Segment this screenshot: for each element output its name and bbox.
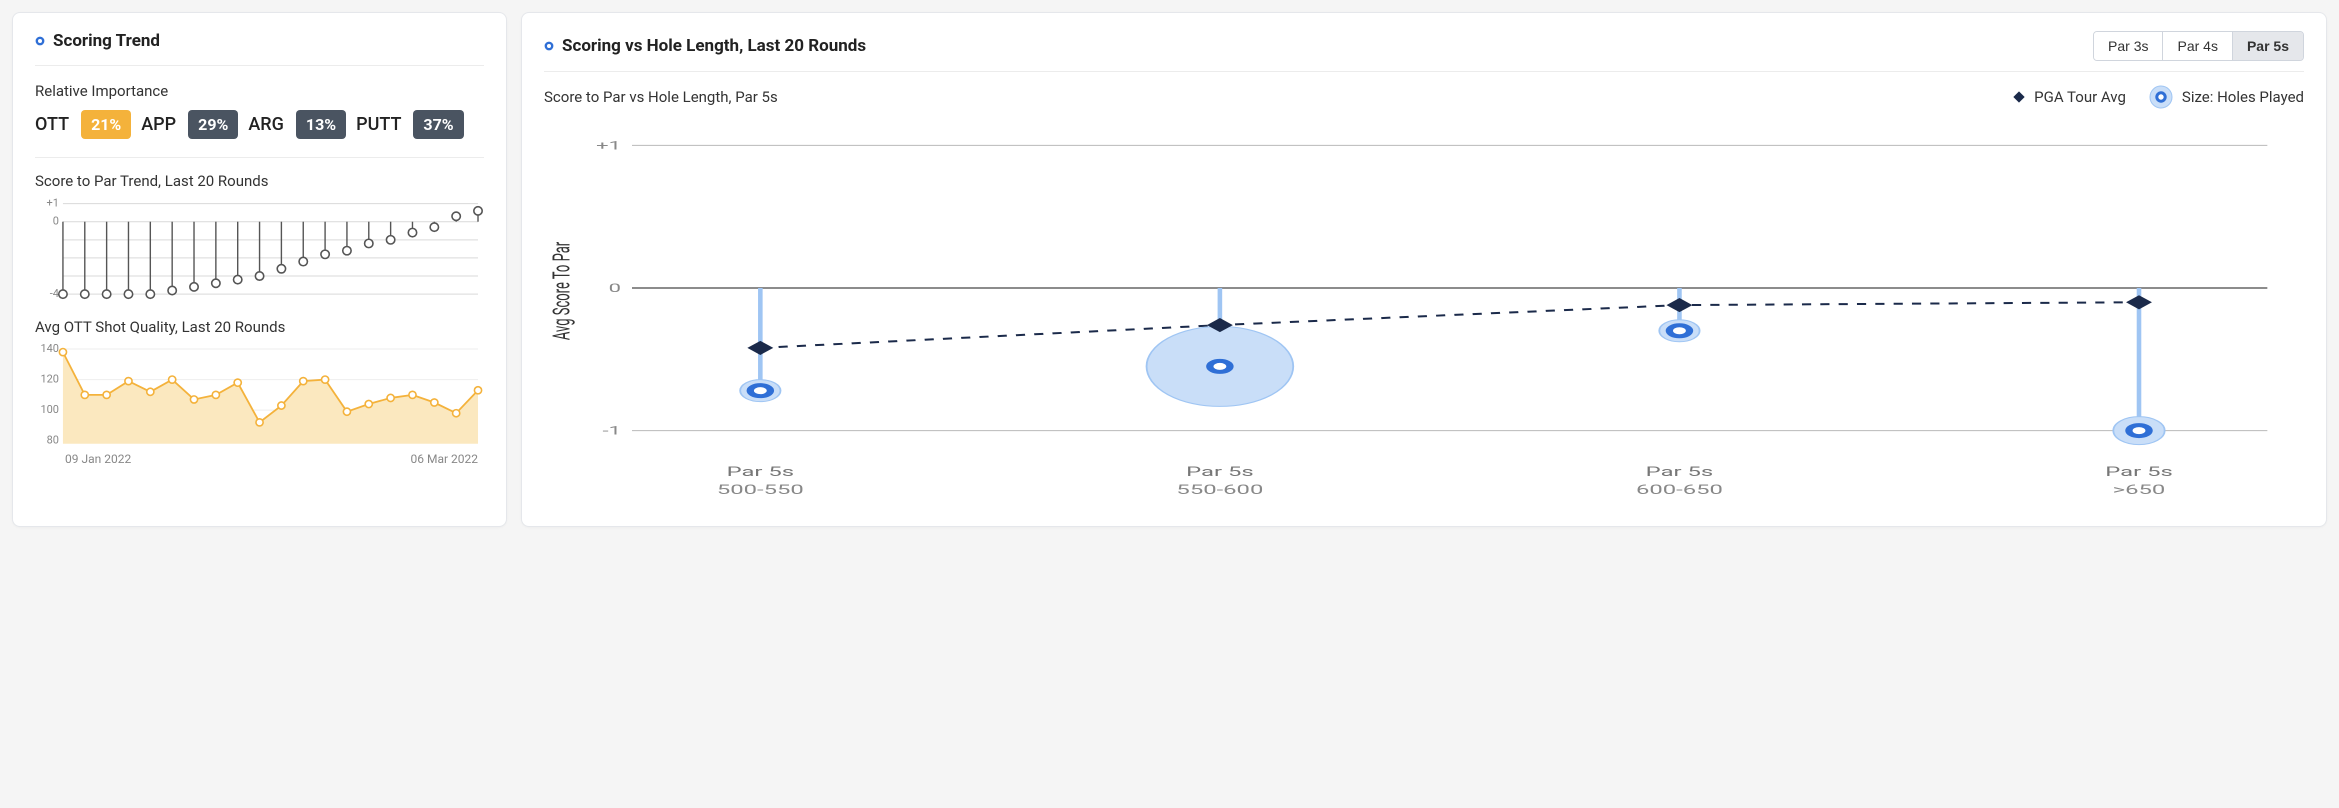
divider bbox=[544, 71, 2304, 72]
svg-text:+1: +1 bbox=[47, 197, 59, 210]
relative-importance-label: Relative Importance bbox=[35, 82, 484, 100]
importance-cat: OTT bbox=[35, 114, 69, 135]
svg-text:600-650: 600-650 bbox=[1636, 482, 1723, 498]
date-end: 06 Mar 2022 bbox=[411, 452, 479, 466]
legend-row: Score to Par vs Hole Length, Par 5s PGA … bbox=[544, 84, 2304, 110]
svg-text:500-550: 500-550 bbox=[717, 482, 804, 498]
tab-par-3s[interactable]: Par 3s bbox=[2094, 32, 2163, 60]
card-title: Scoring Trend bbox=[53, 31, 160, 51]
importance-cat: PUTT bbox=[356, 114, 401, 135]
bubble-icon bbox=[2148, 84, 2174, 110]
ott-quality-chart: 140 120 100 80 bbox=[35, 340, 484, 450]
svg-text:-1: -1 bbox=[603, 424, 621, 438]
card-title: Scoring vs Hole Length, Last 20 Rounds bbox=[562, 36, 866, 56]
bullet-icon bbox=[35, 36, 45, 46]
svg-text:Par 5s: Par 5s bbox=[727, 464, 795, 480]
svg-text:-4: -4 bbox=[50, 287, 59, 300]
importance-badge: 29% bbox=[188, 110, 238, 139]
chart-subtitle: Score to Par vs Hole Length, Par 5s bbox=[544, 88, 778, 106]
card-title-row: Scoring Trend bbox=[35, 31, 484, 51]
svg-text:Par 5s: Par 5s bbox=[1186, 464, 1254, 480]
hole-length-chart: Avg Score To Par +1 0 -1 Par 5s 500-550 Par 5s… bbox=[544, 116, 2304, 506]
tab-par-5s[interactable]: Par 5s bbox=[2233, 32, 2303, 60]
importance-badge: 37% bbox=[413, 110, 463, 139]
legend-size-label: Size: Holes Played bbox=[2182, 88, 2304, 106]
svg-text:Par 5s: Par 5s bbox=[2105, 464, 2173, 480]
right-card-header: Scoring vs Hole Length, Last 20 Rounds P… bbox=[544, 31, 2304, 61]
importance-badge: 21% bbox=[81, 110, 131, 139]
diamond-icon bbox=[2012, 90, 2026, 104]
legend-pga-label: PGA Tour Avg bbox=[2034, 88, 2126, 106]
card-title-row: Scoring vs Hole Length, Last 20 Rounds bbox=[544, 36, 866, 56]
svg-text:+1: +1 bbox=[596, 139, 621, 153]
svg-text:Avg Score To Par: Avg Score To Par bbox=[547, 242, 576, 341]
legend-size: Size: Holes Played bbox=[2148, 84, 2304, 110]
bullet-icon bbox=[544, 41, 554, 51]
importance-badges: OTT 21% APP 29% ARG 13% PUTT 37% bbox=[35, 110, 484, 139]
svg-text:>650: >650 bbox=[2113, 482, 2166, 498]
svg-text:100: 100 bbox=[40, 403, 59, 416]
svg-text:0: 0 bbox=[609, 282, 621, 296]
date-start: 09 Jan 2022 bbox=[65, 452, 131, 466]
ott-chart-title: Avg OTT Shot Quality, Last 20 Rounds bbox=[35, 318, 484, 336]
legend-pga: PGA Tour Avg bbox=[2012, 88, 2126, 106]
importance-cat: APP bbox=[141, 114, 176, 135]
trend-chart-title: Score to Par Trend, Last 20 Rounds bbox=[35, 172, 484, 190]
svg-text:80: 80 bbox=[47, 433, 59, 446]
date-axis: 09 Jan 2022 06 Mar 2022 bbox=[35, 450, 484, 466]
scoring-trend-card: Scoring Trend Relative Importance OTT 21%… bbox=[12, 12, 507, 527]
svg-text:140: 140 bbox=[40, 342, 59, 355]
score-trend-chart: +1 0 -4 bbox=[35, 194, 484, 304]
svg-text:Par 5s: Par 5s bbox=[1646, 464, 1714, 480]
hole-length-card: Scoring vs Hole Length, Last 20 Rounds P… bbox=[521, 12, 2327, 527]
svg-text:0: 0 bbox=[53, 215, 59, 228]
par-tabs: Par 3sPar 4sPar 5s bbox=[2093, 31, 2304, 61]
svg-text:120: 120 bbox=[40, 372, 59, 385]
importance-cat: ARG bbox=[248, 114, 284, 135]
divider bbox=[35, 65, 484, 66]
legend-items: PGA Tour Avg Size: Holes Played bbox=[2012, 84, 2304, 110]
divider bbox=[35, 157, 484, 158]
svg-text:550-600: 550-600 bbox=[1176, 482, 1263, 498]
tab-par-4s[interactable]: Par 4s bbox=[2163, 32, 2232, 60]
importance-badge: 13% bbox=[296, 110, 346, 139]
